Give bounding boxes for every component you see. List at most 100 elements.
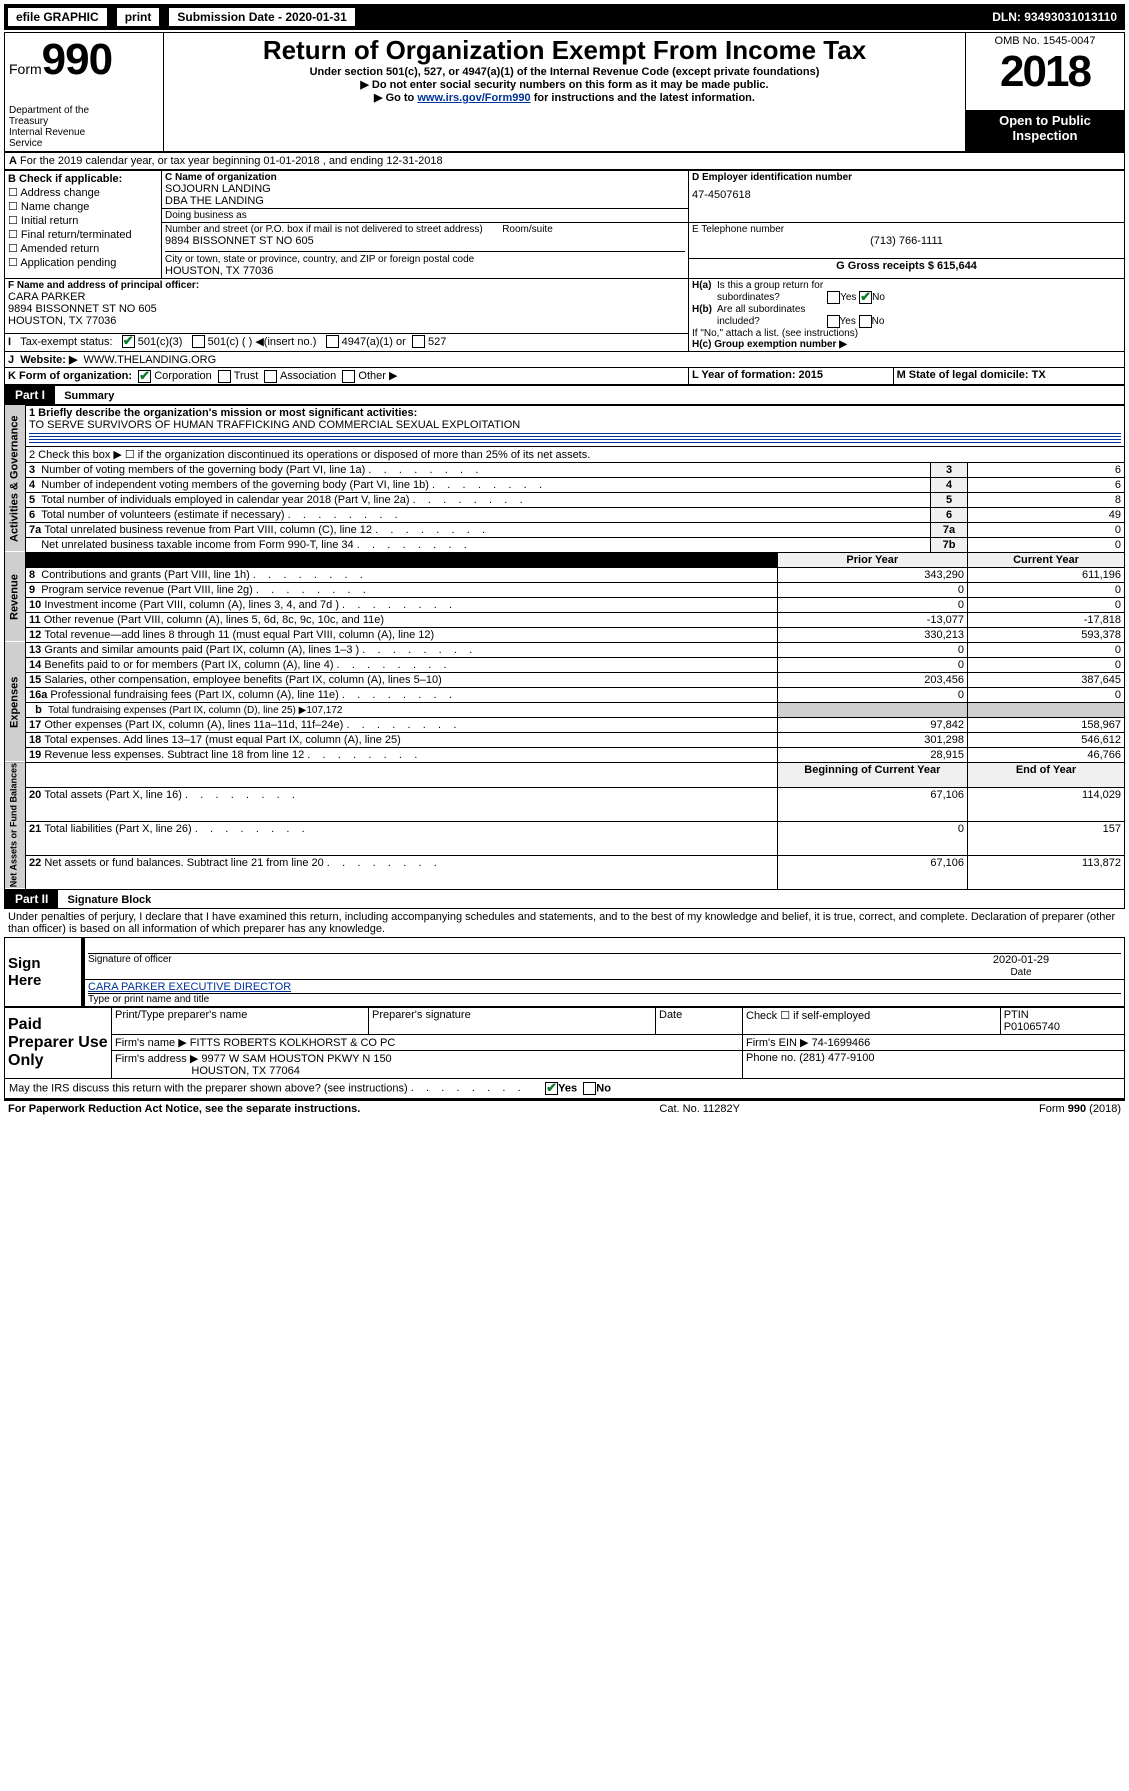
row-curr: 114,029 [968,787,1125,821]
cb-address-change[interactable]: Address change [20,187,100,199]
form-number-block: Form990 [9,35,159,85]
discuss-yes-checkbox[interactable] [545,1082,558,1095]
table-row: 11 Other revenue (Part VIII, column (A),… [5,612,1125,627]
f-label: F Name and address of principal officer: [8,280,199,291]
part1-table: Activities & Governance 1 Briefly descri… [4,405,1125,890]
501c-checkbox[interactable] [192,335,205,348]
vert-exp-label: Expenses [5,642,26,762]
no-label-3: No [596,1082,611,1094]
row-val: 6 [968,462,1125,477]
table-row: b Total fundraising expenses (Part IX, c… [5,702,1125,717]
part1-label: Part I [5,386,55,404]
row-curr: 593,378 [968,627,1125,642]
opt-assoc: Association [280,370,336,382]
form-title: Return of Organization Exempt From Incom… [168,35,961,66]
row-num: 14 [29,659,41,671]
form-subtitle-3: ▶ Go to www.irs.gov/Form990 for instruct… [168,91,961,104]
self-employed-check[interactable]: Check ☐ if self-employed [743,1007,1001,1034]
row-text: Salaries, other compensation, employee b… [44,674,441,686]
org-name: SOJOURN LANDING [165,183,685,195]
table-row: 15 Salaries, other compensation, employe… [5,672,1125,687]
discuss-row: May the IRS discuss this return with the… [4,1079,1125,1099]
row-text: Professional fundraising fees (Part IX, … [50,689,451,701]
street-value: 9894 BISSONNET ST NO 605 [165,235,685,247]
firm-addr1-value: 9977 W SAM HOUSTON PKWY N 150 [201,1053,391,1065]
opt-corp: Corporation [154,370,211,382]
row-val: 0 [968,537,1125,552]
hb-no-checkbox[interactable] [859,315,872,328]
4947-checkbox[interactable] [326,335,339,348]
q1-value: TO SERVE SURVIVORS OF HUMAN TRAFFICKING … [29,419,520,431]
form-subtitle-2: ▶ Do not enter social security numbers o… [168,78,961,91]
yes-label: Yes [840,292,856,303]
ha-yes-checkbox[interactable] [827,291,840,304]
row-prior: 330,213 [777,627,967,642]
opt-501c3: 501(c)(3) [138,336,183,348]
sig-date-value: 2020-01-29 [993,954,1049,966]
row-text: Net assets or fund balances. Subtract li… [44,857,437,869]
row-num: b [35,704,42,716]
row-prior: 0 [777,597,967,612]
other-checkbox[interactable] [342,370,355,383]
trust-checkbox[interactable] [218,370,231,383]
527-checkbox[interactable] [412,335,425,348]
corp-checkbox[interactable] [138,370,151,383]
q2-text: 2 Check this box ▶ ☐ if the organization… [26,446,1125,462]
table-row: 5 Total number of individuals employed i… [5,492,1125,507]
table-row: Net unrelated business taxable income fr… [5,537,1125,552]
cb-amended[interactable]: Amended return [20,243,99,255]
hc-label: H(c) Group exemption number ▶ [692,339,847,350]
row-curr: 113,872 [968,855,1125,889]
preparer-table: Paid Preparer Use Only Print/Type prepar… [4,1007,1125,1079]
row-curr: 158,967 [968,717,1125,732]
irs-link[interactable]: www.irs.gov/Form990 [417,92,530,104]
row-prior: 203,456 [777,672,967,687]
addr-label: Number and street (or P.O. box if mail i… [165,224,685,235]
vert-gov-label: Activities & Governance [5,405,26,552]
row-prior: 97,842 [777,717,967,732]
row-text: Total revenue—add lines 8 through 11 (mu… [44,629,434,641]
cb-final-return[interactable]: Final return/terminated [21,229,132,241]
row-curr: 157 [968,821,1125,855]
ha-no-checkbox[interactable] [859,291,872,304]
firm-addr-label: Firm's address ▶ [115,1053,198,1065]
cb-name-change[interactable]: Name change [21,201,90,213]
row-val: 0 [968,522,1125,537]
row-prior: 0 [777,642,967,657]
part2-label: Part II [5,890,58,908]
officer-name-link[interactable]: CARA PARKER EXECUTIVE DIRECTOR [88,981,291,993]
form-label: Form [9,61,42,77]
row-prior: 0 [777,582,967,597]
tax-year-text: For the 2019 calendar year, or tax year … [20,155,443,167]
row-curr: 0 [968,642,1125,657]
i-label: Tax-exempt status: [20,336,112,348]
row-num: 19 [29,749,41,761]
501c3-checkbox[interactable] [122,335,135,348]
row-num: 9 [29,584,35,596]
row-prior: 67,106 [777,787,967,821]
firm-phone-row: Phone no. (281) 477-9100 [743,1050,1125,1078]
sign-here-label: Sign Here [5,937,84,1006]
pra-notice: For Paperwork Reduction Act Notice, see … [8,1103,360,1115]
form-number: 990 [42,35,112,84]
row-text: Net unrelated business taxable income fr… [41,539,467,551]
row-ln: 4 [931,477,968,492]
hb-yes-checkbox[interactable] [827,315,840,328]
cb-initial-return[interactable]: Initial return [21,215,78,227]
row-text: Total number of volunteers (estimate if … [41,509,397,521]
perjury-declaration: Under penalties of perjury, I declare th… [4,909,1125,937]
sig-officer-label: Signature of officer [88,954,921,978]
cb-app-pending[interactable]: Application pending [20,257,116,269]
discuss-no-checkbox[interactable] [583,1082,596,1095]
city-value: HOUSTON, TX 77036 [165,265,685,277]
assoc-checkbox[interactable] [264,370,277,383]
row-curr: 546,612 [968,732,1125,747]
print-button[interactable]: print [115,6,162,28]
form-footer-label: Form 990 (2018) [1039,1103,1121,1115]
row-num: 8 [29,569,35,581]
row-text: Investment income (Part VIII, column (A)… [44,599,452,611]
row-num: 4 [29,479,35,491]
q1-label: 1 Briefly describe the organization's mi… [29,407,417,419]
no-label-2: No [872,316,885,327]
hb-row: H(b) Are all subordinates included? Yes … [692,304,1121,328]
